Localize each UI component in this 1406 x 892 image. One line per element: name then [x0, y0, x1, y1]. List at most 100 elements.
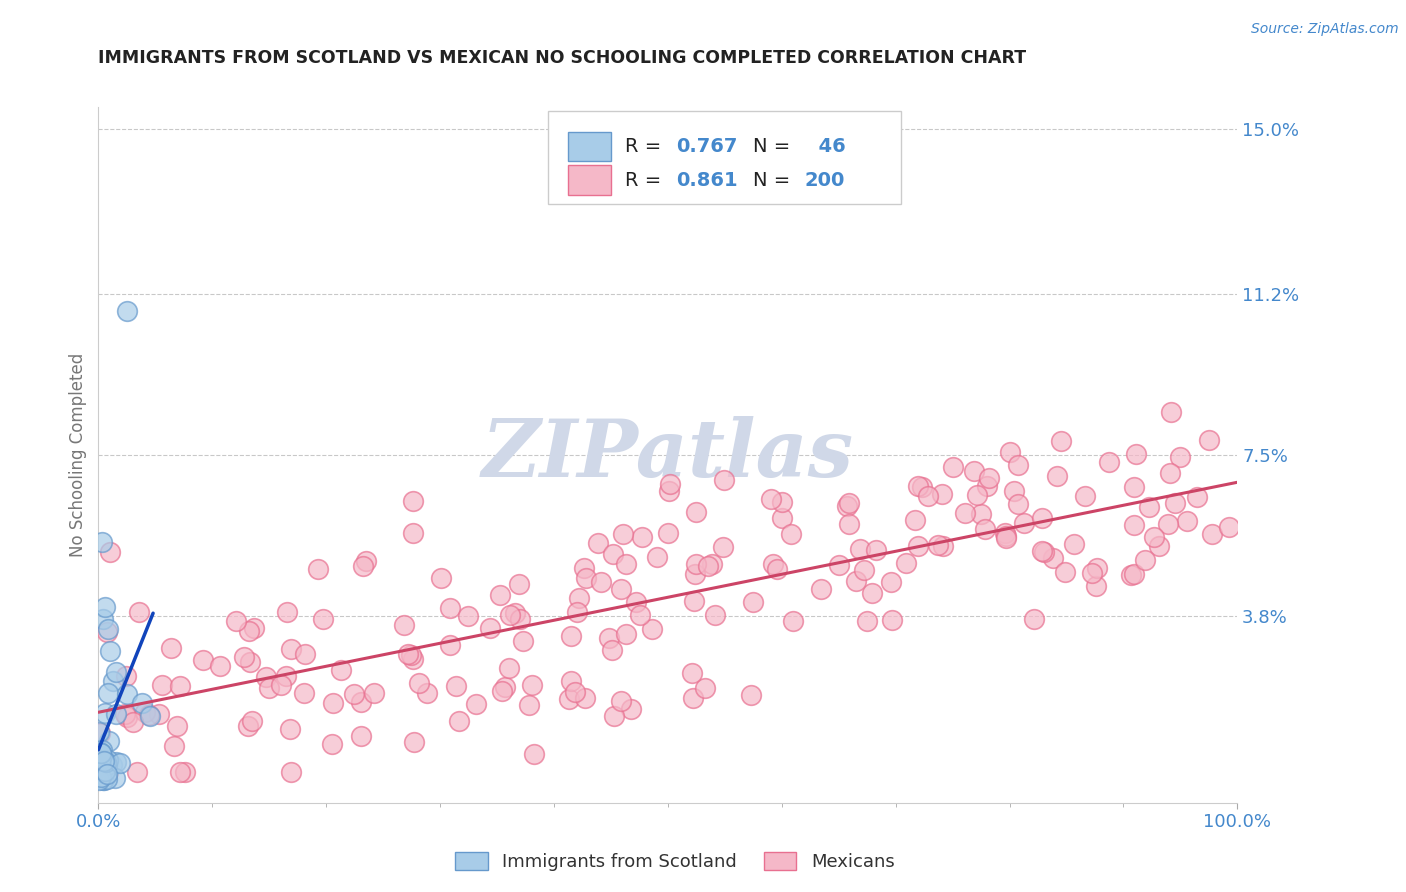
Point	[491, 684, 513, 698]
Point	[558, 691, 581, 706]
Point	[880, 613, 903, 627]
Point	[94, 764, 117, 779]
Point	[631, 530, 654, 544]
Point	[779, 527, 801, 541]
Point	[169, 765, 191, 780]
Point	[838, 516, 860, 531]
Point	[174, 765, 197, 780]
Point	[998, 444, 1021, 458]
Point	[90, 746, 112, 760]
Point	[568, 591, 591, 605]
Point	[96, 767, 118, 781]
Point	[257, 681, 280, 696]
Point	[193, 653, 215, 667]
Point	[90, 746, 112, 760]
Point	[100, 757, 122, 772]
Point	[614, 627, 637, 641]
Point	[696, 558, 718, 573]
Point	[243, 621, 266, 635]
Point	[782, 615, 804, 629]
Point	[350, 729, 373, 743]
Point	[626, 594, 648, 608]
Point	[1098, 455, 1121, 469]
Point	[402, 493, 425, 508]
Point	[1157, 517, 1180, 532]
Point	[162, 739, 184, 753]
Point	[499, 607, 522, 622]
Point	[970, 508, 993, 522]
Point	[278, 723, 301, 737]
Point	[574, 691, 596, 706]
Point	[1046, 469, 1069, 483]
Point	[966, 488, 988, 502]
Point	[498, 661, 520, 675]
Point	[363, 686, 385, 700]
Point	[396, 647, 419, 661]
Point	[89, 724, 111, 739]
Text: 46: 46	[804, 137, 845, 156]
Point	[1007, 458, 1029, 472]
Point	[91, 763, 114, 777]
Point	[1170, 450, 1192, 464]
Point	[93, 772, 115, 787]
Point	[429, 571, 451, 585]
Point	[240, 714, 263, 728]
Point	[509, 612, 531, 626]
Point	[94, 706, 117, 720]
Point	[96, 624, 118, 639]
Point	[104, 772, 127, 786]
Point	[574, 571, 596, 585]
Point	[122, 715, 145, 730]
Point	[354, 554, 377, 568]
Point	[1133, 552, 1156, 566]
Point	[104, 707, 127, 722]
Text: Source: ZipAtlas.com: Source: ZipAtlas.com	[1251, 22, 1399, 37]
Point	[90, 534, 112, 549]
Point	[976, 479, 998, 493]
Point	[274, 669, 297, 683]
Point	[628, 607, 651, 622]
Point	[125, 765, 148, 780]
Point	[166, 719, 188, 733]
Point	[160, 640, 183, 655]
Point	[685, 557, 707, 571]
Point	[810, 582, 832, 597]
Point	[713, 474, 735, 488]
Point	[620, 702, 643, 716]
Point	[87, 757, 110, 772]
Point	[856, 614, 879, 628]
Point	[759, 491, 782, 506]
Point	[439, 601, 461, 615]
Point	[1007, 497, 1029, 511]
Point	[494, 680, 516, 694]
Point	[89, 760, 111, 774]
Point	[522, 678, 544, 692]
Point	[994, 529, 1017, 543]
Point	[683, 593, 706, 607]
Point	[508, 577, 530, 591]
Text: N =: N =	[754, 137, 797, 156]
Point	[115, 710, 138, 724]
Point	[1033, 544, 1056, 558]
Point	[233, 649, 256, 664]
Point	[1198, 433, 1220, 447]
Point	[704, 607, 727, 622]
Point	[917, 489, 939, 503]
Point	[1159, 467, 1181, 481]
Point	[444, 679, 467, 693]
Point	[138, 708, 160, 723]
Point	[641, 622, 664, 636]
Point	[276, 605, 298, 619]
Text: N =: N =	[754, 170, 797, 190]
Point	[564, 685, 586, 699]
Point	[931, 487, 953, 501]
Point	[1022, 612, 1045, 626]
Point	[927, 538, 949, 552]
Point	[91, 766, 114, 780]
Point	[89, 748, 111, 763]
Point	[98, 643, 121, 657]
Point	[1074, 489, 1097, 503]
Point	[860, 586, 883, 600]
Point	[330, 663, 353, 677]
Point	[523, 747, 546, 761]
